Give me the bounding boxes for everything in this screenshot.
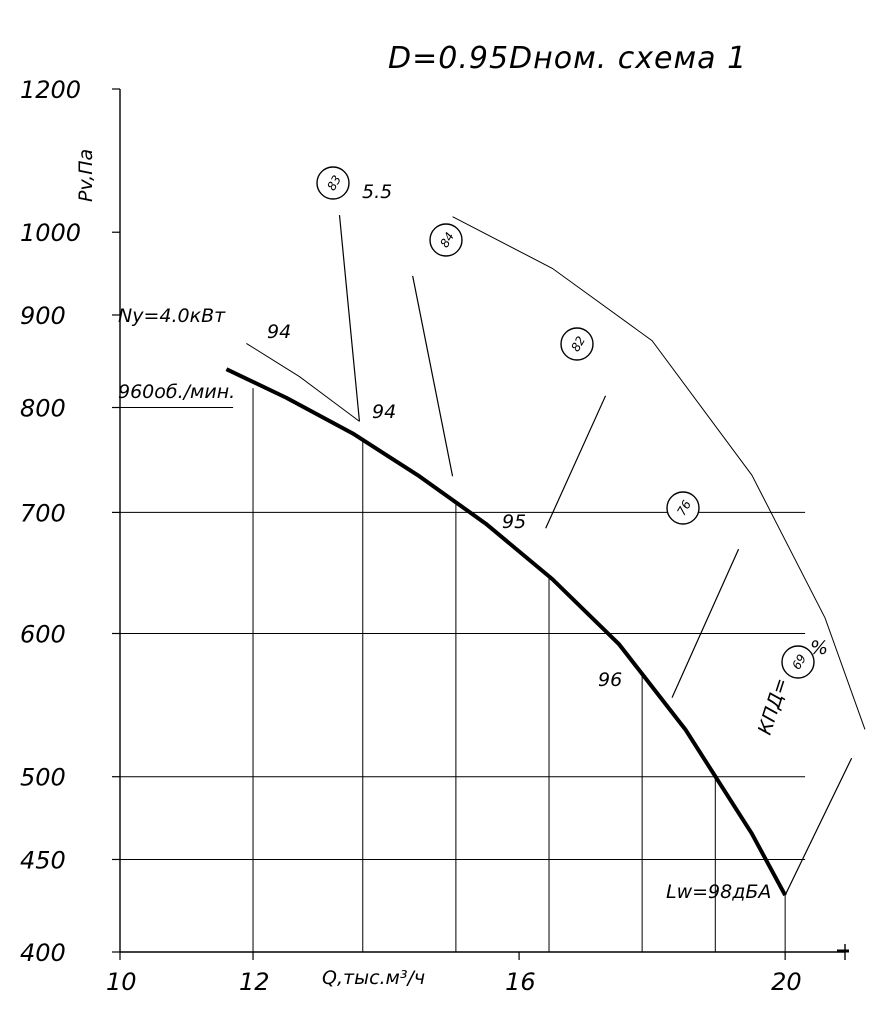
efficiency-circle <box>429 223 463 257</box>
efficiency-value: 84 <box>437 230 457 250</box>
y-tick-label: 1000 <box>20 219 81 247</box>
efficiency-ray <box>412 275 454 477</box>
x-tick-label: 20 <box>771 968 802 996</box>
sound-level-label: Lw=98дБА <box>666 881 771 903</box>
y-tick-label: 600 <box>20 620 66 648</box>
efficiency-label: КПД= <box>754 675 793 737</box>
sound-value-1: 94 <box>267 321 291 343</box>
power-curve-high <box>452 216 866 730</box>
y-axis-label: Pv,Па <box>75 149 97 202</box>
y-tick-label: 400 <box>20 939 66 967</box>
efficiency-circle <box>560 327 594 361</box>
efficiency-value: 82 <box>568 334 588 354</box>
efficiency-value: 69 <box>789 652 809 672</box>
y-tick-label: 500 <box>20 764 66 792</box>
curves <box>225 215 866 897</box>
power-min-label: Ny=4.0кВт <box>118 305 226 327</box>
labels: 400 450 500 600 700 800 900 1000 1200 10 12 16 20 83 8… <box>20 76 815 996</box>
efficiency-value: 83 <box>324 173 344 193</box>
efficiency-circle <box>316 166 350 200</box>
power-curve-low <box>246 343 360 422</box>
x-tick-label: 12 <box>239 968 270 996</box>
x-tick-label: 10 <box>106 968 137 996</box>
sound-value-4: 96 <box>598 669 622 691</box>
efficiency-unit: % <box>810 637 828 659</box>
y-tick-label: 1200 <box>20 76 81 104</box>
y-tick-label: 700 <box>20 499 66 527</box>
efficiency-value: 76 <box>674 498 694 519</box>
efficiency-ray <box>545 395 607 529</box>
pressure-curve <box>225 367 787 897</box>
axes <box>112 88 849 960</box>
y-tick-label: 800 <box>20 395 66 423</box>
grid-lines <box>120 388 806 953</box>
sound-value-2: 94 <box>372 401 396 423</box>
y-tick-label: 900 <box>20 302 66 330</box>
x-axis-label: Q,тыс.м³/ч <box>322 967 425 989</box>
power-max-label: 5.5 <box>362 181 392 203</box>
chart-title: D=0.95Dном. схема 1 <box>388 41 747 76</box>
efficiency-ray <box>671 548 740 698</box>
x-tick-label: 16 <box>505 968 536 996</box>
efficiency-ray <box>338 215 361 422</box>
sound-value-3: 95 <box>502 511 526 533</box>
efficiency-circle <box>666 491 700 525</box>
y-tick-label: 450 <box>20 846 66 874</box>
efficiency-ray <box>784 757 853 896</box>
efficiency-circle <box>781 645 815 679</box>
speed-label: 960об./мин. <box>118 381 235 403</box>
